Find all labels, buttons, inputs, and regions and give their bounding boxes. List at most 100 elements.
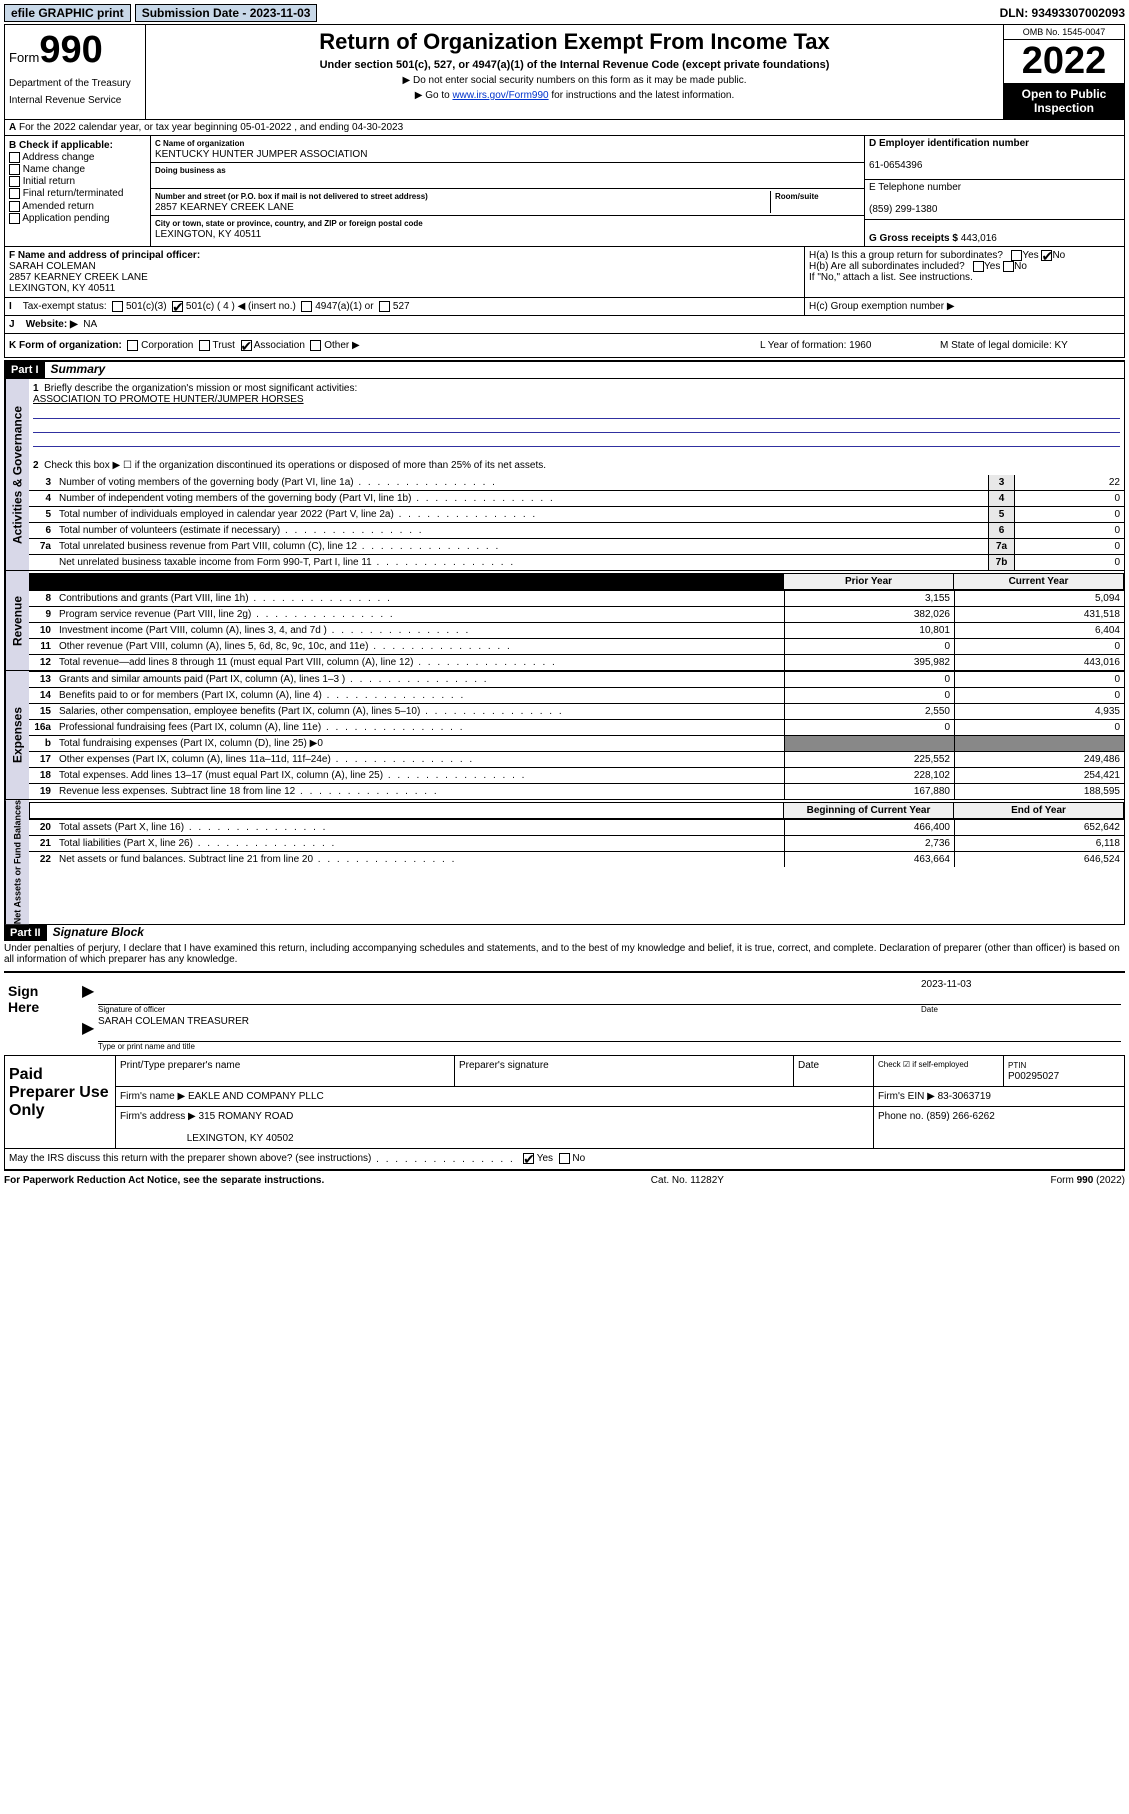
city-value: LEXINGTON, KY 40511 [155,229,261,240]
hb-yes-checkbox[interactable] [973,261,984,272]
org-type-option[interactable]: Trust [193,340,235,351]
summary-line: 15Salaries, other compensation, employee… [29,703,1124,719]
col-boy: Beginning of Current Year [783,803,953,818]
summary-line: 22Net assets or fund balances. Subtract … [29,851,1124,867]
checkbox-item[interactable]: Application pending [9,213,146,224]
firm-addr2: LEXINGTON, KY 40502 [187,1133,294,1144]
discuss-yes-checkbox[interactable] [523,1153,534,1164]
goto-post: for instructions and the latest informat… [549,90,735,101]
top-bar: efile GRAPHIC print Submission Date - 20… [4,4,1125,22]
col-b: B Check if applicable: Address change Na… [5,136,150,246]
officer-label: F Name and address of principal officer: [9,250,200,261]
tel-label: E Telephone number [869,182,961,193]
section-bcd: B Check if applicable: Address change Na… [4,136,1125,247]
summary-line: 16aProfessional fundraising fees (Part I… [29,719,1124,735]
527-checkbox[interactable] [379,301,390,312]
q1-label: Briefly describe the organization's miss… [44,383,357,394]
footer-left: For Paperwork Reduction Act Notice, see … [4,1175,324,1186]
prep-name-label: Print/Type preparer's name [116,1056,455,1086]
summary-line: 12Total revenue—add lines 8 through 11 (… [29,654,1124,670]
form-label: Form [9,50,39,65]
ha-label: H(a) Is this a group return for subordin… [809,250,1003,261]
efile-button[interactable]: efile GRAPHIC print [4,4,131,22]
hc-label: H(c) Group exemption number ▶ [804,298,1124,315]
summary-line: bTotal fundraising expenses (Part IX, co… [29,735,1124,751]
org-type-option[interactable]: Association [235,340,305,351]
year-formation: 1960 [849,340,871,351]
underline [33,421,1120,433]
gross-label: G Gross receipts $ [869,233,958,244]
street-address: 2857 KEARNEY CREEK LANE [155,202,294,213]
summary-line: 17Other expenses (Part IX, column (A), l… [29,751,1124,767]
checkbox-item[interactable]: Address change [9,152,146,163]
summary-line: 13Grants and similar amounts paid (Part … [29,671,1124,687]
summary-line: 14Benefits paid to or for members (Part … [29,687,1124,703]
addr-label: Number and street (or P.O. box if mail i… [155,192,428,201]
summary-line: 7aTotal unrelated business revenue from … [29,538,1124,554]
tax-year: 2022 [1004,40,1124,83]
footer-right: Form 990 (2022) [1051,1175,1125,1186]
checkbox-item[interactable]: Final return/terminated [9,188,146,199]
summary-line: 20Total assets (Part X, line 16)466,4006… [29,819,1124,835]
col-prior-year: Prior Year [783,574,953,589]
submission-date: Submission Date - 2023-11-03 [135,4,318,22]
part2-hdr: Part II [4,925,47,941]
arrow-icon: ▶ [82,981,94,1001]
hb-no-checkbox[interactable] [1003,261,1014,272]
checkbox-item[interactable]: Name change [9,164,146,175]
city-label: City or town, state or province, country… [155,219,423,228]
room-label: Room/suite [775,192,819,201]
form-subtitle: Under section 501(c), 527, or 4947(a)(1)… [150,59,999,71]
dln: DLN: 93493307002093 [1000,6,1125,20]
discuss-no-checkbox[interactable] [559,1153,570,1164]
col-eoy: End of Year [953,803,1123,818]
summary-line: 4Number of independent voting members of… [29,490,1124,506]
part2-title: Signature Block [47,923,150,941]
checkbox-item[interactable]: Initial return [9,176,146,187]
no-label-3: No [572,1154,585,1165]
officer-sig-name: SARAH COLEMAN TREASURER [98,1016,249,1027]
col-d: D Employer identification number61-06543… [864,136,1124,246]
website-value: NA [83,319,97,330]
domicile-label: M State of legal domicile: [940,340,1052,351]
firm-ein: 83-3063719 [938,1091,991,1102]
firm-ein-label: Firm's EIN ▶ [878,1091,935,1102]
501c3-checkbox[interactable] [112,301,123,312]
org-type-option[interactable]: Other ▶ [305,340,360,351]
arrow-icon: ▶ [82,1018,94,1038]
4947-checkbox[interactable] [301,301,312,312]
hb-note: If "No," attach a list. See instructions… [809,272,1120,283]
firm-name: EAKLE AND COMPANY PLLC [188,1091,324,1102]
firm-name-label: Firm's name ▶ [120,1091,185,1102]
paid-preparer: Paid Preparer Use Only Print/Type prepar… [4,1055,1125,1149]
ha-yes-checkbox[interactable] [1011,250,1022,261]
dba-label: Doing business as [155,166,226,175]
summary-line: 11Other revenue (Part VIII, column (A), … [29,638,1124,654]
form-header: Form990 Department of the Treasury Inter… [4,24,1125,120]
sig-officer-label: Signature of officer [98,1005,921,1014]
footer-mid: Cat. No. 11282Y [651,1175,724,1186]
sidebar-revenue: Revenue [5,571,29,670]
sidebar-expenses: Expenses [5,671,29,799]
ha-no-checkbox[interactable] [1041,250,1052,261]
dept-label: Department of the Treasury [9,78,141,89]
irs-link[interactable]: www.irs.gov/Form990 [452,90,548,101]
checkbox-item[interactable]: Amended return [9,201,146,212]
hb-label: H(b) Are all subordinates included? [809,261,965,272]
no-label-2: No [1014,261,1027,272]
opt-501c3: 501(c)(3) [126,301,167,312]
sig-date: 2023-11-03 [921,979,1121,990]
firm-addr-label: Firm's address ▶ [120,1111,196,1122]
prep-date-label: Date [794,1056,874,1086]
org-type-option[interactable]: Corporation [125,340,194,351]
yes-label-2: Yes [984,261,1000,272]
opt-501c: 501(c) ( 4 ) ◀ (insert no.) [186,301,296,312]
self-employed-check[interactable]: Check ☑ if self-employed [878,1060,968,1069]
part-1: Part ISummary Activities & Governance 1 … [4,360,1125,925]
website-label: Website: ▶ [26,319,78,330]
summary-line: 18Total expenses. Add lines 13–17 (must … [29,767,1124,783]
501c-checkbox[interactable] [172,301,183,312]
year-formation-label: L Year of formation: [760,340,846,351]
sidebar-activities: Activities & Governance [5,379,29,570]
name-label: C Name of organization [155,139,244,148]
